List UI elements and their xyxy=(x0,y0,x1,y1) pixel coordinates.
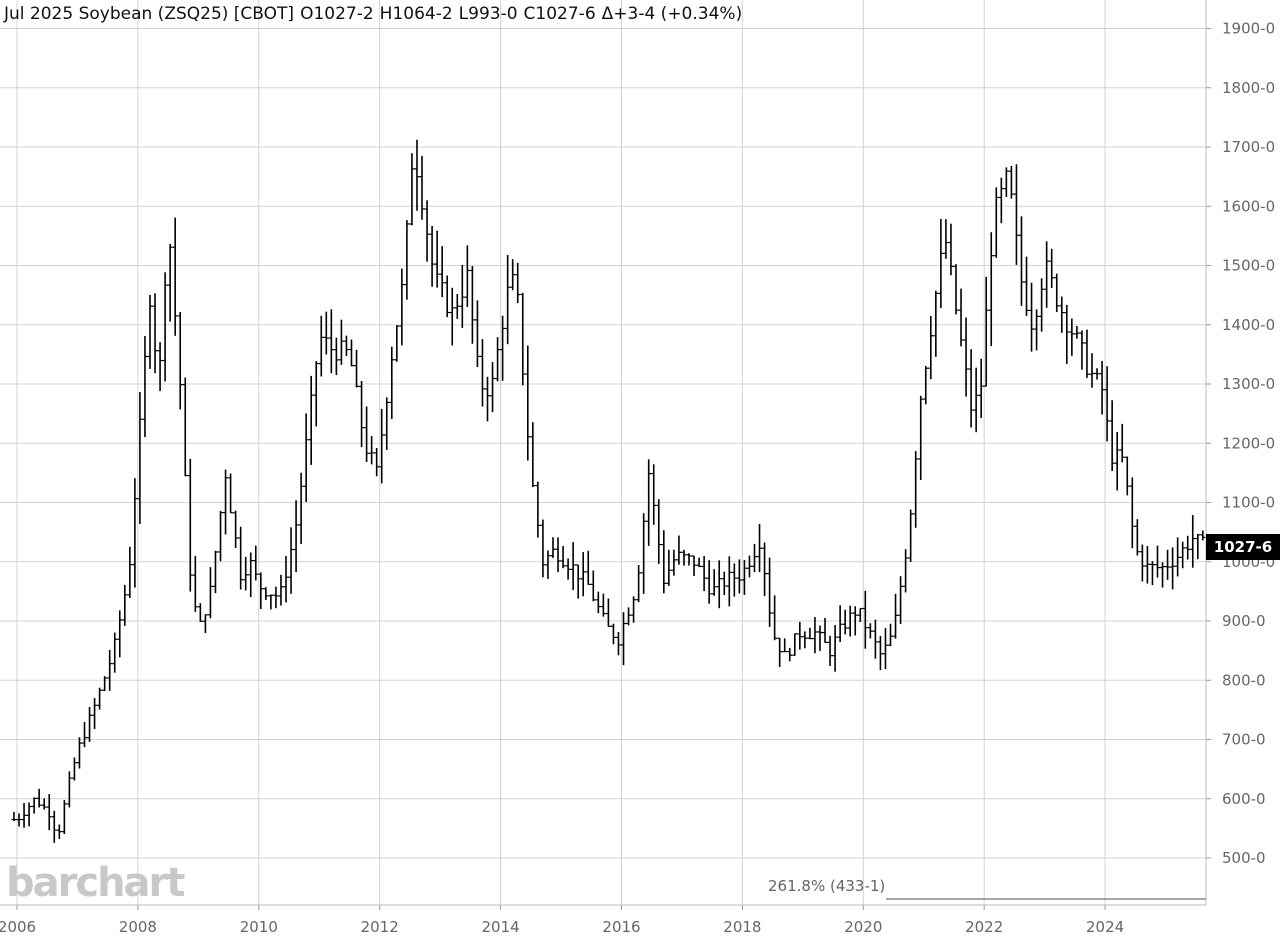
x-tick-label: 2024 xyxy=(1086,918,1124,936)
x-tick-label: 2022 xyxy=(965,918,1003,936)
x-tick-label: 2018 xyxy=(723,918,761,936)
y-tick-label: 1800-0 xyxy=(1222,79,1275,97)
low-value: L993-0 xyxy=(458,4,518,24)
chart-grid xyxy=(0,0,1207,906)
barchart-logo: barchart xyxy=(6,860,185,906)
x-tick-label: 2016 xyxy=(602,918,640,936)
y-tick-label: 1200-0 xyxy=(1222,434,1275,452)
x-tick-label: 2014 xyxy=(482,918,520,936)
y-tick-label: 700-0 xyxy=(1222,731,1266,749)
x-tick-label: 2008 xyxy=(119,918,157,936)
x-tick-label: 2006 xyxy=(0,918,36,936)
chart-header: Jul 2025 Soybean (ZSQ25) [CBOT] O1027-2 H1… xyxy=(4,4,748,24)
high-value: H1064-2 xyxy=(379,4,453,24)
y-tick-label: 1500-0 xyxy=(1222,257,1275,275)
open-value: O1027-2 xyxy=(300,4,374,24)
x-tick-label: 2010 xyxy=(240,918,278,936)
contract-title: Jul 2025 Soybean (ZSQ25) [CBOT] xyxy=(4,4,295,24)
y-axis: 500-0600-0700-0800-0900-01000-01100-0120… xyxy=(1206,20,1275,867)
y-tick-label: 800-0 xyxy=(1222,671,1266,689)
y-tick-label: 1100-0 xyxy=(1222,494,1275,512)
y-tick-label: 1400-0 xyxy=(1222,316,1275,334)
fibonacci-label: 261.8% (433-1) xyxy=(768,877,886,895)
x-tick-label: 2012 xyxy=(361,918,399,936)
x-tick-label: 2020 xyxy=(844,918,882,936)
close-value: C1027-6 xyxy=(523,4,596,24)
x-axis: 2006 2008 2010 2012 2014 2016 2018 2020 2022 2024 xyxy=(0,905,1124,936)
y-tick-label: 500-0 xyxy=(1222,849,1266,867)
y-tick-label: 1900-0 xyxy=(1222,20,1275,38)
change-value: Δ+3-4 (+0.34%) xyxy=(601,4,743,24)
y-tick-label: 1300-0 xyxy=(1222,375,1275,393)
y-tick-label: 1600-0 xyxy=(1222,197,1275,215)
y-tick-label: 1700-0 xyxy=(1222,138,1275,156)
last-price-badge: 1027-6 xyxy=(1206,534,1280,560)
ohlc-bars xyxy=(11,139,1206,843)
y-tick-label: 900-0 xyxy=(1222,612,1266,630)
y-tick-label: 600-0 xyxy=(1222,790,1266,808)
